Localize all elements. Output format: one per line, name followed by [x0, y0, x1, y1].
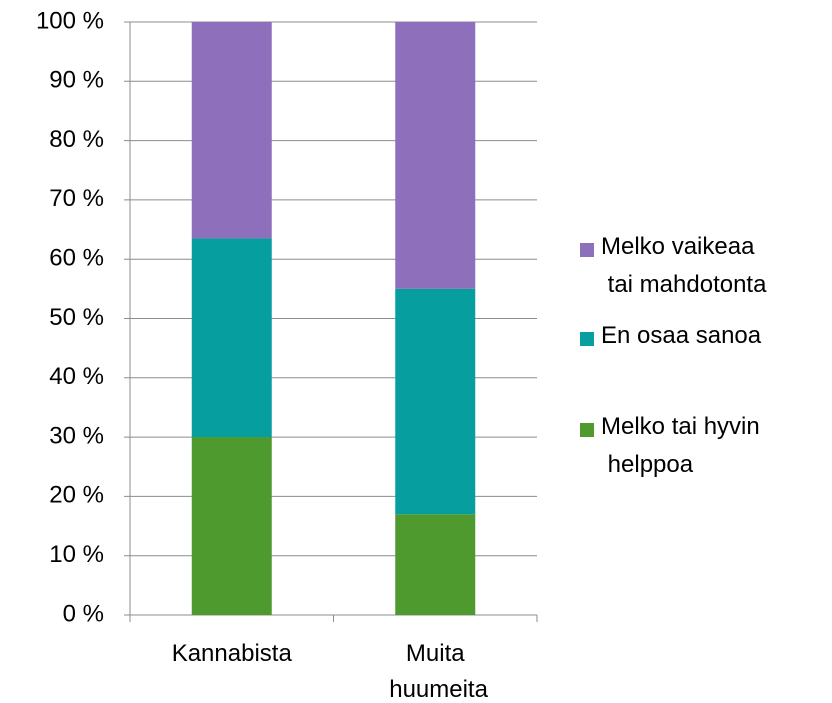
legend-swatch: [580, 332, 594, 346]
legend-swatch: [580, 243, 594, 257]
legend-label: Melko tai hyvin helppoa: [601, 413, 760, 478]
bar-segment: [191, 22, 272, 239]
y-tick-label: 20 %: [49, 482, 104, 509]
y-tick-label: 100 %: [36, 7, 104, 34]
legend-label: En osaa sanoa: [601, 322, 762, 349]
x-tick-label: Muita huumeita: [383, 640, 489, 703]
y-tick-label: 80 %: [49, 126, 104, 153]
legend-label: Melko vaikeaa tai mahdotonta: [601, 233, 767, 298]
bar-segment: [395, 288, 476, 515]
y-tick-label: 0 %: [63, 600, 104, 627]
y-tick-label: 60 %: [49, 245, 104, 272]
y-tick-label: 70 %: [49, 185, 104, 212]
bar-segment: [395, 22, 476, 289]
legend-swatch: [580, 423, 594, 437]
y-tick-label: 30 %: [49, 422, 104, 449]
bar-segment: [395, 514, 476, 615]
x-tick-label: Kannabista: [172, 640, 293, 667]
y-tick-label: 10 %: [49, 541, 104, 568]
y-tick-label: 90 %: [49, 67, 104, 94]
y-tick-label: 50 %: [49, 304, 104, 331]
y-tick-label: 40 %: [49, 363, 104, 390]
bar-segment: [191, 238, 272, 438]
bar-segment: [191, 437, 272, 615]
